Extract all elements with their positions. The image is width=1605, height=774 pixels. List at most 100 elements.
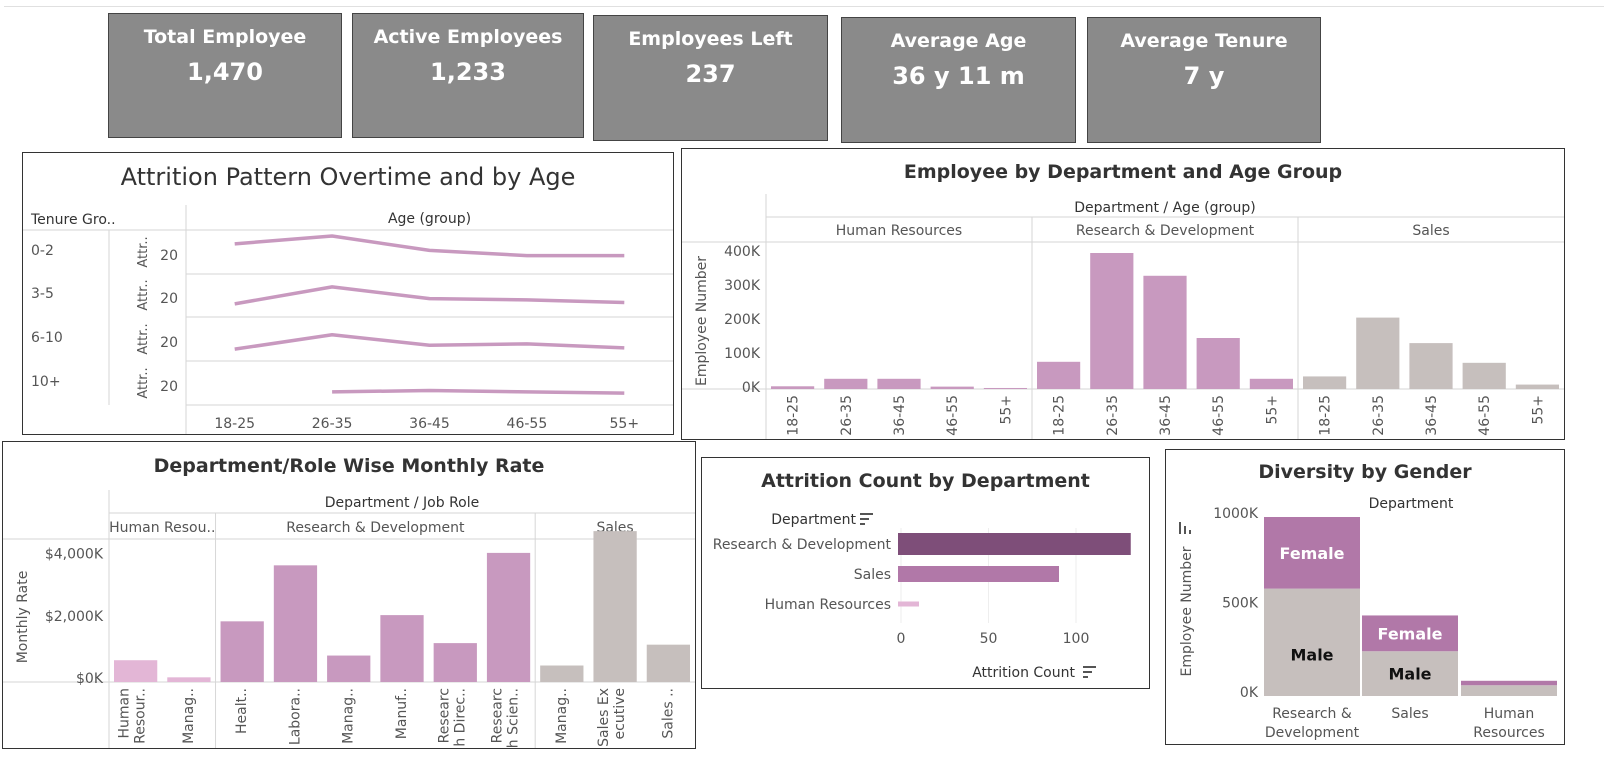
x-tick-label: 26-35 [312,416,353,432]
female-segment[interactable] [1461,680,1557,686]
x-tick-label: 36-45 [892,395,908,436]
x-tick-label: 26-35 [1371,395,1387,436]
age-bar[interactable] [1409,343,1453,389]
role-bar[interactable] [486,552,531,682]
y-tick-label: 0K [1240,685,1259,701]
dept-age-chart[interactable]: Department / Age (group) Employee Number 0… [682,149,1565,440]
top-divider [4,6,1604,7]
x-tick-label: Manag.. [181,688,197,744]
role-bar[interactable] [114,660,158,682]
x-tick-label: Human [1484,706,1535,722]
x-tick-label: 18-25 [1052,395,1068,436]
attrition-pattern-panel: Attrition Pattern Overtime and by Age Te… [22,152,674,435]
sort-icon[interactable] [1179,522,1191,534]
x-tick-label: 36-45 [1424,395,1440,436]
kpi-title: Average Tenure [1120,30,1288,52]
age-bar[interactable] [824,378,868,389]
role-bar[interactable] [167,677,211,682]
gender-chart[interactable]: Department Employee Number 0K 500K 1000K Fema… [1166,450,1565,745]
role-bar[interactable] [433,643,477,682]
attrition-line[interactable] [234,333,625,351]
panel-title: Attrition Pattern Overtime and by Age [120,163,576,191]
x-tick-label: h Direc.. [452,688,468,747]
x-tick-label: h Scien.. [506,688,522,748]
x-tick-label: 55+ [1530,395,1546,425]
y-tick-label: 300K [724,278,761,294]
age-bar[interactable] [771,386,815,389]
age-bar[interactable] [1037,361,1081,389]
x-tick-label: 36-45 [1158,395,1174,436]
axis-tick: 20 [160,379,178,395]
kpi-title: Active Employees [373,26,563,48]
male-segment[interactable] [1461,685,1557,696]
age-bar[interactable] [1090,253,1134,389]
age-bar[interactable] [983,387,1027,389]
role-bar[interactable] [220,621,264,682]
kpi-value: 1,470 [187,58,263,86]
role-bar[interactable] [273,565,318,682]
age-bar[interactable] [1196,338,1240,389]
role-bar[interactable] [646,644,690,682]
female-label: Female [1378,624,1443,643]
kpi-average-age[interactable]: Average Age 36 y 11 m [841,17,1076,143]
x-tick-label: ecutive [612,688,628,739]
age-bar[interactable] [877,378,921,389]
attrition-pattern-chart[interactable]: Tenure Gro.. Age (group)0-2 Attr.. 203-5 Att… [23,153,674,435]
kpi-average-tenure[interactable]: Average Tenure 7 y [1087,17,1321,143]
y-tick-label: 500K [1222,596,1259,612]
kpi-employees-left[interactable]: Employees Left 237 [593,15,828,141]
gender-panel: Diversity by Gender Department Employee N… [1165,449,1565,745]
male-segment[interactable] [1264,588,1360,696]
attrition-line[interactable] [332,388,625,395]
female-segment[interactable] [1264,517,1360,589]
tenure-row-label: 10+ [31,374,61,390]
kpi-active-employees[interactable]: Active Employees 1,233 [352,13,584,138]
panel-title: Department/Role Wise Monthly Rate [153,455,545,477]
age-bar[interactable] [1515,384,1559,389]
tenure-row-label: 0-2 [31,243,54,259]
x-tick-label: Research & [1272,706,1352,722]
col-header: Age (group) [388,211,471,227]
dept-label: Human Resources [765,597,891,613]
attrition-line[interactable] [234,285,625,306]
age-bar[interactable] [930,386,974,389]
age-bar[interactable] [1143,275,1187,389]
axis-tick: 20 [160,335,178,351]
x-tick-label: Sales [1391,706,1428,722]
group-label: Research & Development [286,520,465,536]
age-bar[interactable] [1249,378,1293,389]
x-tick-label: 50 [980,631,998,647]
attrition-bar[interactable] [898,533,1131,555]
sort-icon[interactable] [860,513,873,525]
attrition-bar[interactable] [898,566,1059,582]
role-bar[interactable] [540,665,584,682]
header-label: Department / Age (group) [1074,200,1255,216]
kpi-total-employee[interactable]: Total Employee 1,470 [108,13,342,138]
role-bar[interactable] [593,531,637,682]
attrition-line[interactable] [234,234,625,258]
y-tick-label: $4,000K [45,547,104,563]
row-header: Tenure Gro.. [30,212,116,228]
role-bar[interactable] [327,655,371,682]
age-bar[interactable] [1303,376,1347,389]
x-tick-label: 26-35 [1105,395,1121,436]
y-axis-label: Employee Number [694,256,710,386]
x-tick-label: Development [1265,725,1360,741]
female-segment[interactable] [1362,615,1458,652]
attrition-dept-panel: Attrition Count by Department Department… [701,457,1150,689]
x-tick-label: Healt.. [234,688,250,734]
age-bar[interactable] [1462,362,1506,389]
header-label: Department [1369,496,1454,512]
sort-icon[interactable] [1083,666,1096,678]
y-tick-label: 100K [724,346,761,362]
axis-label: Attr.. [136,367,151,398]
role-bar[interactable] [380,615,424,682]
attrition-dept-chart[interactable]: Department Research & Development Sales Hum… [702,458,1150,689]
monthly-rate-chart[interactable]: Department / Job Role Monthly Rate $0K $2,0… [3,442,696,749]
age-bar[interactable] [1356,317,1400,389]
male-segment[interactable] [1362,651,1458,696]
attrition-bar[interactable] [898,601,919,607]
kpi-value: 1,233 [430,58,506,86]
tenure-row-label: 3-5 [31,286,54,302]
x-tick-label: 46-55 [507,416,548,432]
